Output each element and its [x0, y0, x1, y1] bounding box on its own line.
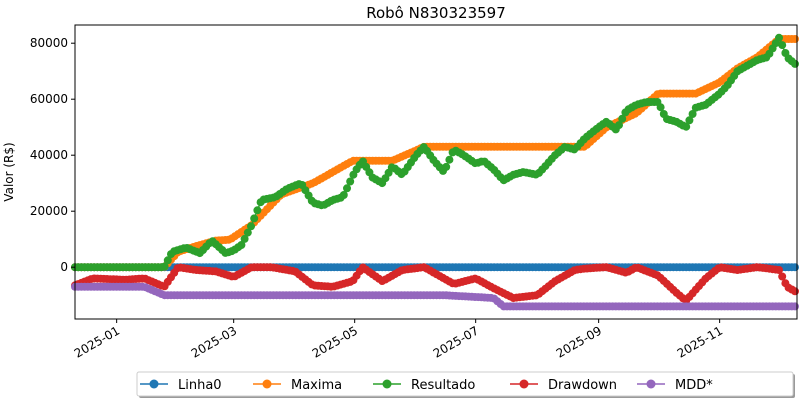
- data-point: [791, 263, 799, 272]
- x-tick-label: 2025-07: [431, 323, 481, 360]
- data-point: [253, 206, 262, 215]
- legend-entry-label: MDD*: [675, 378, 713, 393]
- data-point: [346, 177, 355, 186]
- series-layer: [71, 33, 799, 311]
- legend-swatch-marker: [519, 379, 529, 389]
- y-tick-label: 80000: [30, 36, 68, 50]
- data-point: [615, 121, 623, 130]
- legend-box: [136, 371, 794, 397]
- data-point: [791, 59, 799, 68]
- y-axis: 0 20000 40000 60000 80000: [30, 36, 75, 274]
- data-point: [250, 214, 259, 223]
- data-point: [778, 41, 787, 50]
- legend-entry-label: Resultado: [411, 378, 475, 393]
- data-point: [160, 262, 169, 271]
- data-point: [791, 302, 799, 311]
- x-tick-label: 2025-01: [72, 323, 122, 360]
- legend-swatch-marker: [646, 379, 656, 389]
- series-maxima: [71, 35, 799, 272]
- data-point: [688, 110, 697, 118]
- legend-entry-label: Linha0: [178, 378, 222, 393]
- data-point: [343, 184, 351, 193]
- data-point: [685, 116, 694, 125]
- data-point: [778, 272, 787, 281]
- y-tick-label: 60000: [30, 92, 68, 106]
- legend-entry-label: Drawdown: [548, 378, 617, 393]
- data-point: [442, 162, 451, 171]
- y-tick-label: 0: [60, 260, 68, 274]
- x-tick-label: 2025-09: [554, 323, 604, 360]
- data-point: [339, 191, 348, 199]
- data-point: [247, 222, 255, 231]
- y-tick-label: 40000: [30, 148, 68, 162]
- plot-frame: [74, 24, 798, 320]
- series-drawdown: [71, 263, 799, 305]
- series-resultado: [71, 33, 799, 272]
- legend-swatch-marker: [262, 379, 272, 389]
- data-point: [240, 234, 249, 243]
- x-tick-label: 2025-11: [675, 323, 725, 360]
- x-tick-label: 2025-05: [310, 323, 360, 360]
- x-tick-label: 2025-03: [189, 323, 239, 360]
- data-point: [163, 256, 172, 265]
- data-point: [656, 103, 665, 112]
- chart-title: Robô N830323597: [366, 4, 506, 22]
- legend-swatch-marker: [382, 379, 392, 389]
- data-point: [243, 228, 252, 237]
- legend: Linha0 Maxima Resultado Drawdown MDD*: [136, 371, 795, 398]
- data-point: [791, 35, 799, 43]
- series-line: [75, 36, 798, 268]
- y-axis-label: Valor (R$): [2, 142, 16, 201]
- legend-swatch-marker: [149, 379, 159, 389]
- series-line: [75, 38, 797, 268]
- data-point: [775, 266, 783, 274]
- data-point: [775, 33, 783, 42]
- y-tick-label: 20000: [30, 204, 68, 218]
- data-point: [237, 241, 246, 249]
- series-mdd: [71, 282, 799, 311]
- legend-entry-label: Maxima: [291, 378, 342, 393]
- x-axis: 2025-01 2025-03 2025-05 2025-07 2025-09 2025-…: [72, 319, 725, 361]
- data-point: [682, 122, 691, 131]
- data-point: [618, 114, 627, 123]
- data-point: [445, 155, 454, 164]
- data-point: [791, 287, 799, 296]
